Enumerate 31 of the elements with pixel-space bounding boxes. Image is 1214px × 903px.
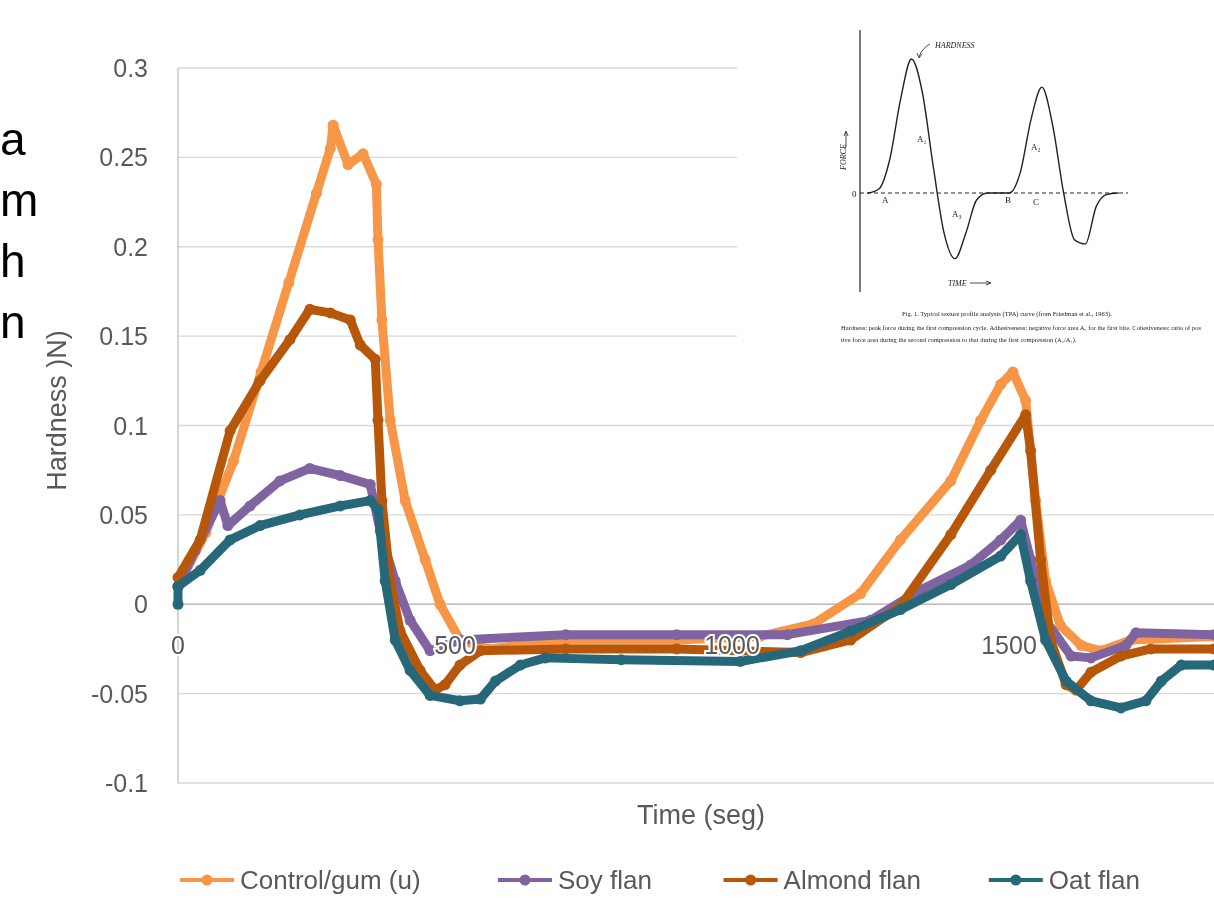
legend-label: Control/gum (u) bbox=[240, 865, 421, 895]
annotation: A bbox=[882, 195, 889, 205]
legend-label: Almond flan bbox=[783, 865, 921, 895]
annotation: B bbox=[1005, 195, 1012, 205]
legend-label: Soy flan bbox=[558, 865, 652, 895]
y-axis-title: Hardness )N) bbox=[42, 330, 72, 491]
x-tick-label: 1500 bbox=[981, 631, 1037, 660]
y-axis-title: FORCE bbox=[839, 144, 848, 171]
text: HARDNESS bbox=[934, 41, 975, 50]
y-tick-label: 0.2 bbox=[113, 232, 148, 261]
y-tick-label: 0.15 bbox=[99, 322, 148, 351]
text: a bbox=[0, 113, 26, 165]
text: m bbox=[0, 174, 39, 226]
annotation: 0 bbox=[852, 189, 857, 199]
annotation: C bbox=[1033, 197, 1040, 207]
y-tick-label: 0.05 bbox=[99, 500, 148, 529]
x-tick-label: 0 bbox=[171, 631, 185, 660]
y-tick-label: -0.1 bbox=[104, 769, 148, 797]
x-axis-title: TIME bbox=[948, 279, 967, 288]
annotation: A₁ bbox=[917, 134, 927, 144]
x-axis-title: Time (seg) bbox=[636, 800, 766, 830]
text: h bbox=[0, 235, 26, 287]
legend-label: Oat flan bbox=[1048, 865, 1140, 895]
annotation: A₃ bbox=[952, 209, 962, 219]
y-tick-label: -0.05 bbox=[91, 679, 148, 708]
y-tick-label: 0 bbox=[134, 590, 148, 619]
y-tick-label: 0.1 bbox=[113, 411, 148, 440]
y-tick-label: 0.25 bbox=[99, 143, 148, 172]
annotation: A₂ bbox=[1031, 142, 1041, 152]
y-tick-label: 0.3 bbox=[113, 54, 148, 82]
text: n bbox=[0, 296, 26, 348]
